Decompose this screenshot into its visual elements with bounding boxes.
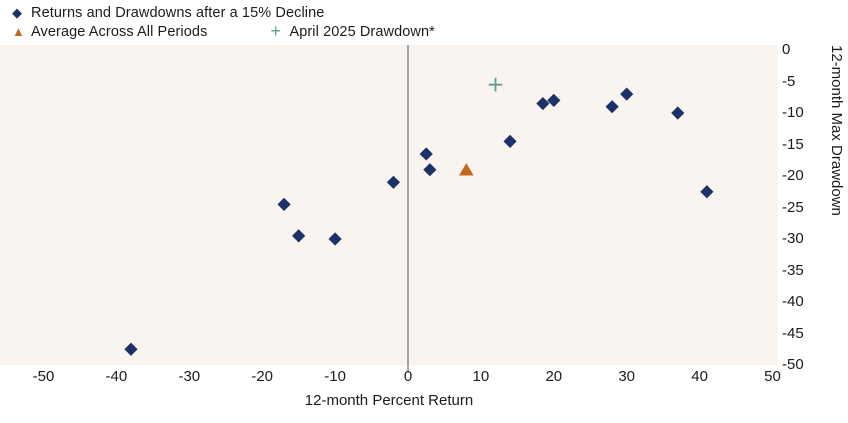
legend-label-returns-drawdowns: Returns and Drawdowns after a 15% Declin… (31, 4, 325, 21)
data-point-diamond (547, 93, 561, 107)
triangle-icon: ▲ (12, 24, 25, 39)
data-point-diamond (536, 96, 550, 111)
data-point-diamond (419, 147, 433, 161)
data-point-diamond (292, 229, 306, 243)
chart-legend: ◆ Returns and Drawdowns after a 15% Decl… (12, 3, 435, 41)
y-tick-label: -15 (782, 135, 804, 153)
y-tick-label: -40 (782, 293, 804, 310)
x-tick-label: -10 (324, 368, 346, 385)
y-tick-label: -30 (782, 230, 804, 247)
x-tick-label: -40 (105, 368, 128, 385)
x-axis-title: 12-month Percent Return (304, 392, 474, 409)
data-point-triangle (459, 163, 474, 176)
legend-row-2: ▲ Average Across All Periods + April 202… (12, 22, 435, 41)
y-tick-label: -50 (782, 356, 804, 373)
legend-label-april-2025: April 2025 Drawdown* (289, 23, 435, 40)
data-point-diamond (620, 87, 634, 101)
y-tick-label: -10 (782, 104, 804, 121)
data-points-layer (124, 77, 714, 356)
legend-item-returns-drawdowns: ◆ Returns and Drawdowns after a 15% Decl… (12, 5, 324, 21)
y-tick-label: -45 (782, 324, 804, 342)
diamond-icon: ◆ (12, 5, 23, 20)
data-point-plus (488, 77, 503, 92)
x-tick-label: -20 (251, 368, 274, 385)
legend-item-average: ▲ Average Across All Periods (12, 24, 207, 40)
data-point-diamond (124, 342, 138, 356)
y-tick-label: -20 (782, 167, 804, 184)
x-tick-label: 30 (618, 368, 636, 385)
legend-item-april-2025: + April 2025 Drawdown* (270, 20, 435, 41)
legend-label-average: Average Across All Periods (31, 23, 208, 40)
x-tick-label: -30 (178, 368, 201, 385)
data-point-diamond (328, 232, 342, 246)
data-point-diamond (605, 100, 619, 114)
plus-icon: + (270, 20, 282, 41)
y-tick-label: -25 (782, 198, 804, 216)
y-axis-title: 12-month Max Drawdown (828, 45, 845, 216)
data-point-diamond (503, 134, 517, 148)
data-point-diamond (671, 106, 685, 120)
x-tick-label: 0 (403, 368, 413, 385)
x-tick-label: 40 (691, 368, 708, 385)
x-tick-label: 50 (764, 368, 781, 385)
y-tick-label: -35 (782, 261, 804, 279)
y-tick-label: -5 (782, 72, 796, 90)
plot-area (0, 45, 778, 365)
x-tick-label: 10 (472, 368, 490, 385)
data-point-diamond (700, 185, 714, 199)
x-tick-label: 20 (545, 368, 563, 385)
data-point-diamond (423, 163, 437, 177)
data-point-diamond (277, 197, 291, 211)
y-tick-label: 0 (782, 41, 791, 58)
legend-row-1: ◆ Returns and Drawdowns after a 15% Decl… (12, 3, 435, 22)
data-point-diamond (386, 175, 401, 189)
x-tick-label: -50 (32, 368, 55, 385)
